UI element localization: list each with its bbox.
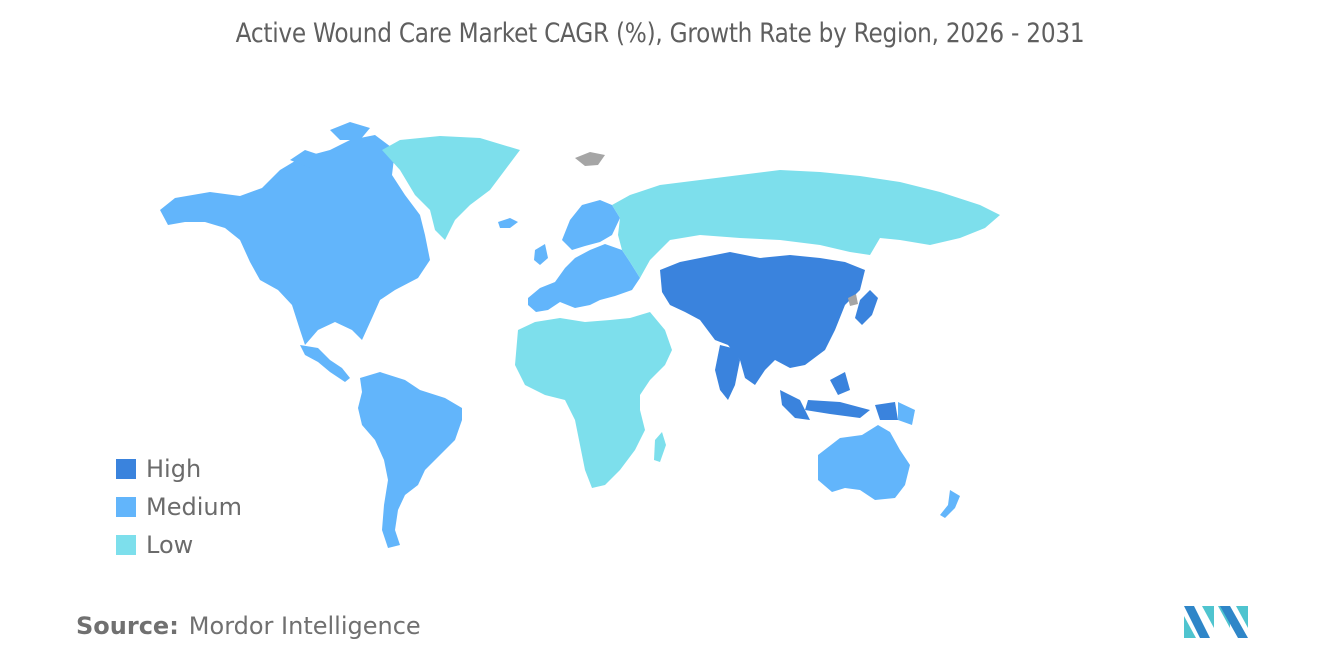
legend-label: Low: [146, 531, 194, 559]
region-south-america: [358, 372, 462, 548]
source-value: Mordor Intelligence: [188, 612, 421, 640]
legend-item-high: High: [116, 450, 242, 488]
region-europe: [528, 200, 640, 312]
source-key: Source:: [76, 612, 179, 640]
legend-swatch-high: [116, 459, 136, 479]
region-greenland: [382, 136, 520, 240]
legend-label: High: [146, 455, 202, 483]
legend: High Medium Low: [116, 450, 242, 564]
region-australia: [818, 425, 910, 500]
region-png-east: [898, 402, 915, 425]
legend-swatch-low: [116, 535, 136, 555]
region-iceland: [498, 218, 518, 228]
source-line: Source: Mordor Intelligence: [76, 612, 421, 640]
region-russia: [612, 170, 1000, 278]
region-north-america: [160, 122, 430, 382]
region-new-zealand: [940, 490, 960, 518]
legend-item-medium: Medium: [116, 488, 242, 526]
region-middle-east-africa: [515, 312, 672, 488]
mordor-intelligence-logo-icon: [1184, 606, 1248, 638]
chart-title: Active Wound Care Market CAGR (%), Growt…: [235, 18, 1085, 49]
legend-swatch-medium: [116, 497, 136, 517]
region-madagascar: [654, 432, 666, 462]
region-asia-pacific: [660, 252, 898, 420]
legend-item-low: Low: [116, 526, 242, 564]
region-no-data: [575, 152, 858, 306]
legend-label: Medium: [146, 493, 242, 521]
